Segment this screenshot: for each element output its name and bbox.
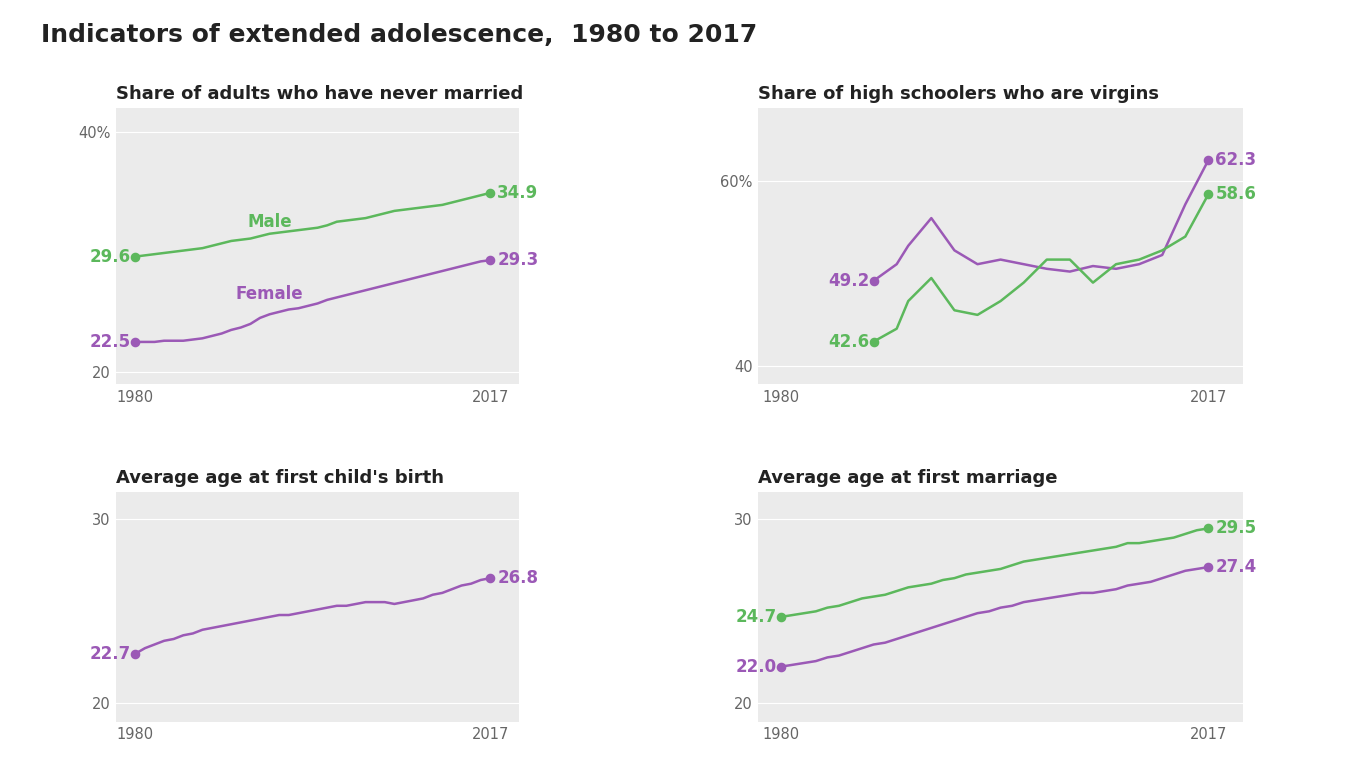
Text: Average age at first marriage: Average age at first marriage	[758, 469, 1057, 487]
Text: 49.2: 49.2	[828, 272, 869, 290]
Text: Indicators of extended adolescence,  1980 to 2017: Indicators of extended adolescence, 1980…	[41, 23, 757, 47]
Text: 29.5: 29.5	[1216, 519, 1257, 538]
Text: Male: Male	[247, 213, 292, 230]
Point	[1198, 188, 1220, 200]
Text: 29.6: 29.6	[90, 247, 131, 266]
Text: Average age at first child's birth: Average age at first child's birth	[116, 469, 444, 487]
Point	[479, 572, 501, 584]
Text: 58.6: 58.6	[1216, 185, 1257, 204]
Text: Female: Female	[236, 285, 303, 303]
Point	[479, 254, 501, 266]
Point	[479, 187, 501, 199]
Text: Share of adults who have never married: Share of adults who have never married	[116, 85, 523, 103]
Text: 62.3: 62.3	[1216, 151, 1257, 169]
Text: 24.7: 24.7	[736, 607, 777, 626]
Point	[124, 647, 146, 660]
Point	[1198, 522, 1220, 535]
Point	[124, 250, 146, 263]
Point	[863, 336, 885, 348]
Text: 22.0: 22.0	[736, 657, 777, 676]
Text: 34.9: 34.9	[497, 184, 538, 202]
Point	[124, 336, 146, 348]
Point	[1198, 561, 1220, 573]
Text: Share of high schoolers who are virgins: Share of high schoolers who are virgins	[758, 85, 1160, 103]
Text: 29.3: 29.3	[497, 251, 538, 270]
Point	[770, 611, 792, 623]
Point	[1198, 154, 1220, 166]
Text: 22.7: 22.7	[90, 644, 131, 663]
Text: 27.4: 27.4	[1216, 558, 1257, 576]
Point	[863, 275, 885, 287]
Point	[770, 660, 792, 673]
Text: 26.8: 26.8	[497, 569, 538, 588]
Text: 22.5: 22.5	[90, 333, 131, 351]
Text: 42.6: 42.6	[828, 333, 869, 351]
